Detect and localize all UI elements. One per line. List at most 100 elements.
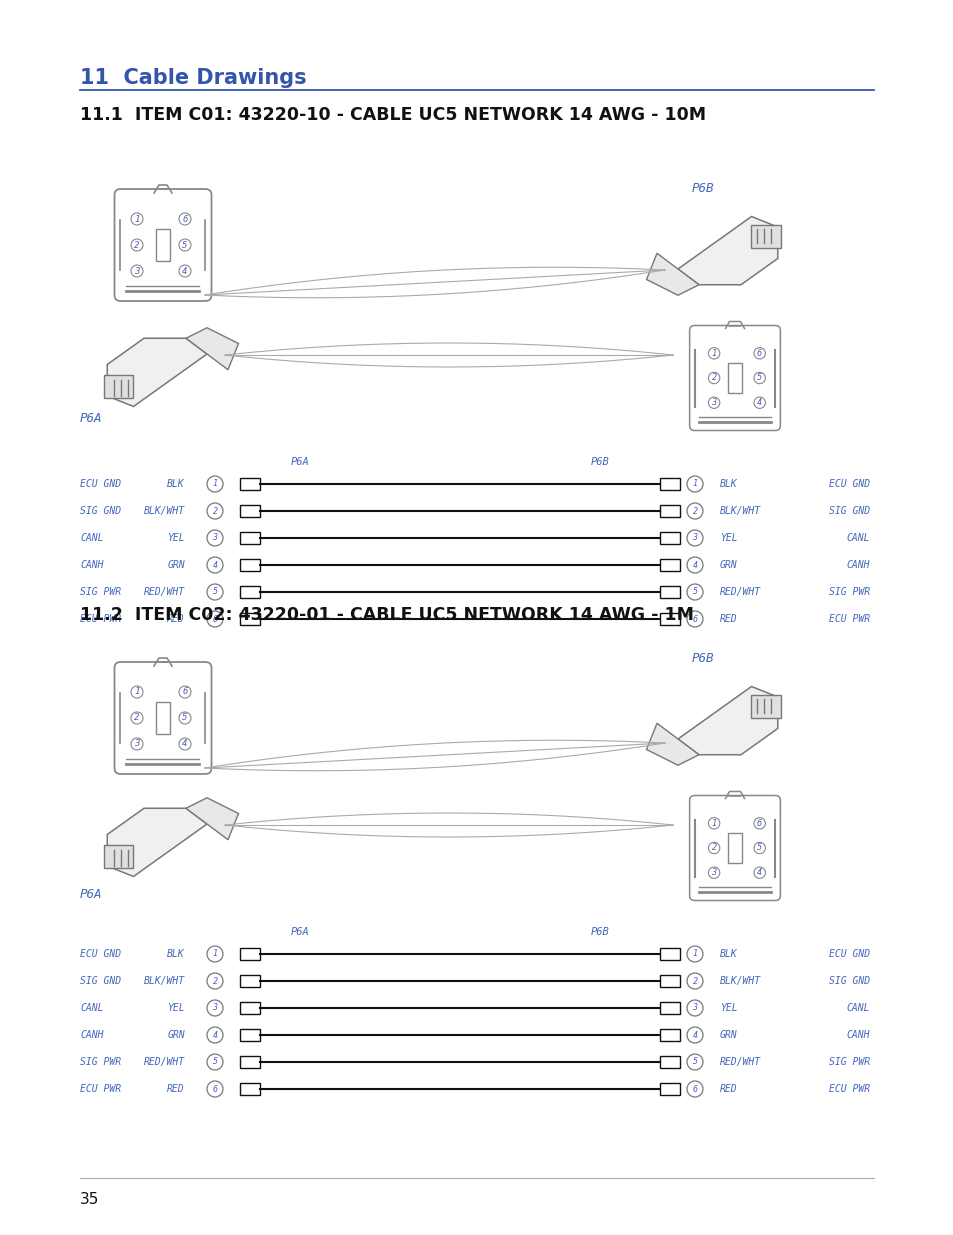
- Text: 11.1  ITEM C01: 43220-10 - CABLE UC5 NETWORK 14 AWG - 10M: 11.1 ITEM C01: 43220-10 - CABLE UC5 NETW…: [80, 106, 705, 124]
- Text: YEL: YEL: [720, 534, 737, 543]
- Polygon shape: [646, 724, 699, 766]
- Circle shape: [131, 212, 143, 225]
- Bar: [727, 363, 740, 393]
- Text: 5: 5: [182, 714, 188, 722]
- Text: ECU PWR: ECU PWR: [828, 1084, 869, 1094]
- Circle shape: [686, 584, 702, 600]
- Text: BLK: BLK: [167, 479, 185, 489]
- Bar: [240, 532, 260, 543]
- Text: 3: 3: [711, 398, 716, 408]
- Text: 5: 5: [213, 1057, 217, 1067]
- Circle shape: [207, 611, 223, 627]
- Polygon shape: [646, 253, 699, 295]
- Text: BLK: BLK: [720, 479, 737, 489]
- Text: RED: RED: [167, 614, 185, 624]
- Text: CANL: CANL: [845, 534, 869, 543]
- Text: ECU GND: ECU GND: [80, 948, 121, 960]
- Text: 1: 1: [711, 819, 716, 827]
- Bar: [156, 701, 170, 734]
- Circle shape: [207, 1053, 223, 1070]
- Text: P6B: P6B: [590, 457, 609, 467]
- Bar: [751, 695, 781, 718]
- Circle shape: [753, 347, 764, 359]
- Circle shape: [179, 739, 191, 750]
- Text: 4: 4: [182, 267, 188, 275]
- Circle shape: [131, 240, 143, 251]
- Text: SIG PWR: SIG PWR: [80, 1057, 121, 1067]
- Text: 6: 6: [692, 1084, 697, 1093]
- Text: 5: 5: [213, 588, 217, 597]
- Circle shape: [131, 713, 143, 724]
- Text: 2: 2: [134, 714, 139, 722]
- Circle shape: [131, 266, 143, 277]
- Circle shape: [207, 503, 223, 519]
- Text: 1: 1: [692, 479, 697, 489]
- Text: YEL: YEL: [167, 534, 185, 543]
- Circle shape: [686, 530, 702, 546]
- Text: ECU GND: ECU GND: [828, 948, 869, 960]
- Bar: [240, 505, 260, 517]
- Text: ECU PWR: ECU PWR: [80, 614, 121, 624]
- Text: 5: 5: [757, 373, 761, 383]
- Text: 3: 3: [692, 534, 697, 542]
- Circle shape: [179, 240, 191, 251]
- Bar: [240, 613, 260, 625]
- Circle shape: [753, 396, 764, 409]
- Circle shape: [686, 557, 702, 573]
- Text: 6: 6: [757, 348, 761, 358]
- Text: YEL: YEL: [167, 1003, 185, 1013]
- Bar: [751, 225, 781, 248]
- Text: P6B: P6B: [590, 927, 609, 937]
- Circle shape: [207, 1028, 223, 1044]
- Circle shape: [753, 818, 764, 829]
- Text: 4: 4: [757, 868, 761, 877]
- Text: SIG GND: SIG GND: [828, 506, 869, 516]
- FancyBboxPatch shape: [114, 662, 212, 774]
- Text: 2: 2: [213, 506, 217, 515]
- Text: 11.2  ITEM C02: 43220-01 - CABLE UC5 NETWORK 14 AWG - 1M: 11.2 ITEM C02: 43220-01 - CABLE UC5 NETW…: [80, 606, 693, 624]
- Text: 3: 3: [134, 740, 139, 748]
- Bar: [659, 505, 679, 517]
- Text: 1: 1: [134, 688, 139, 697]
- Text: 4: 4: [213, 1030, 217, 1040]
- Text: 1: 1: [692, 950, 697, 958]
- Bar: [659, 585, 679, 598]
- Circle shape: [207, 530, 223, 546]
- Bar: [659, 559, 679, 571]
- Bar: [659, 1083, 679, 1095]
- Text: ECU PWR: ECU PWR: [80, 1084, 121, 1094]
- Circle shape: [708, 867, 720, 878]
- Text: 4: 4: [692, 561, 697, 569]
- Circle shape: [207, 1000, 223, 1016]
- Circle shape: [686, 973, 702, 989]
- Polygon shape: [186, 798, 238, 840]
- FancyBboxPatch shape: [689, 326, 780, 431]
- Bar: [240, 1056, 260, 1068]
- Text: 6: 6: [182, 215, 188, 224]
- Text: 3: 3: [134, 267, 139, 275]
- Bar: [727, 832, 740, 863]
- Circle shape: [207, 946, 223, 962]
- Circle shape: [207, 557, 223, 573]
- Text: 5: 5: [182, 241, 188, 249]
- Text: P6A: P6A: [291, 457, 309, 467]
- Polygon shape: [107, 808, 207, 877]
- Text: SIG PWR: SIG PWR: [828, 1057, 869, 1067]
- Text: BLK: BLK: [720, 948, 737, 960]
- Bar: [659, 532, 679, 543]
- Circle shape: [753, 842, 764, 853]
- Circle shape: [686, 1028, 702, 1044]
- Bar: [240, 948, 260, 960]
- Bar: [659, 1029, 679, 1041]
- FancyBboxPatch shape: [114, 189, 212, 301]
- Text: P6A: P6A: [80, 411, 102, 425]
- Circle shape: [708, 842, 720, 853]
- Text: RED: RED: [720, 614, 737, 624]
- Text: GRN: GRN: [720, 559, 737, 571]
- Bar: [659, 1056, 679, 1068]
- Text: SIG GND: SIG GND: [828, 976, 869, 986]
- Text: 3: 3: [711, 868, 716, 877]
- Text: RED/WHT: RED/WHT: [144, 587, 185, 597]
- Text: 2: 2: [692, 977, 697, 986]
- Bar: [659, 1002, 679, 1014]
